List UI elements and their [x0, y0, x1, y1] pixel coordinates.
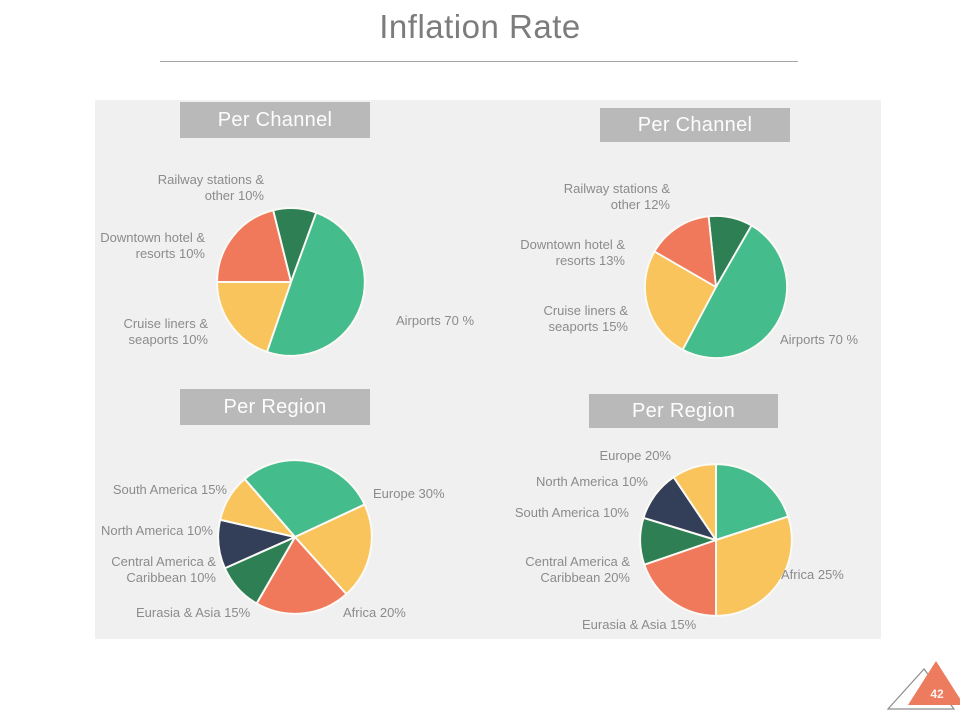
pie-chart-per-region-right — [639, 463, 793, 617]
header-per-channel-left: Per Channel — [180, 102, 370, 138]
label-europe: Europe 30% — [373, 486, 445, 501]
slide-title: Inflation Rate — [379, 8, 581, 45]
pie-slice-europe — [715, 463, 790, 541]
pie-chart-per-channel-right — [644, 215, 788, 359]
label-airports: Airports 70 % — [396, 313, 475, 328]
label-central-america: Central America & Caribbean 20% — [525, 554, 630, 585]
label-downtown-hotel: Downtown hotel & resorts 13% — [520, 237, 625, 268]
header-per-channel-right: Per Channel — [600, 108, 790, 142]
label-railway-stations: Railway stations & other 12% — [563, 181, 670, 212]
label-africa: Africa 25% — [781, 567, 844, 582]
label-cruise-liners: Cruise liners & seaports 15% — [543, 303, 628, 334]
pie-slice-north-america — [672, 463, 717, 541]
label-cruise-liners: Cruise liners & seaports 10% — [123, 316, 208, 347]
label-europe: Europe 20% — [599, 448, 671, 463]
label-eurasia-asia: Eurasia & Asia 15% — [582, 617, 697, 632]
label-south-america: South America 15% — [112, 482, 227, 497]
pie-slice-downtown-hotel-resorts — [216, 209, 292, 283]
pie-slice-africa — [715, 515, 793, 617]
label-downtown-hotel: Downtown hotel & resorts 10% — [100, 230, 205, 261]
pie-chart-per-region-left — [217, 459, 373, 615]
label-central-america: Central America & Caribbean 10% — [111, 554, 216, 585]
label-eurasia-asia: Eurasia & Asia 15% — [136, 605, 251, 620]
title-underline — [160, 61, 798, 62]
pie-slice-africa — [294, 503, 373, 596]
page-number: 42 — [930, 687, 944, 701]
pie-slice-airports — [681, 224, 788, 359]
page-number-triangle-icon — [886, 661, 960, 710]
pie-slice-airports — [265, 211, 366, 357]
header-per-region-left: Per Region — [180, 389, 370, 425]
pie-chart-per-channel-left — [216, 207, 366, 357]
label-airports: Airports 70 % — [780, 332, 859, 347]
label-railway-stations: Railway stations & other 10% — [157, 172, 264, 203]
label-north-america: North America 10% — [536, 474, 648, 489]
label-north-america: North America 10% — [101, 523, 213, 538]
label-africa: Africa 20% — [343, 605, 406, 620]
pie-slice-downtown-hotel-resorts — [653, 215, 717, 288]
pie-slice-cruise-liners-seaports — [216, 281, 292, 353]
pie-slice-south-america — [219, 478, 296, 538]
header-per-region-right: Per Region — [589, 394, 778, 428]
pie-slice-cruise-liners-seaports — [644, 250, 717, 351]
pie-slice-eurasia-asia — [255, 536, 348, 615]
label-south-america: South America 10% — [514, 505, 629, 520]
